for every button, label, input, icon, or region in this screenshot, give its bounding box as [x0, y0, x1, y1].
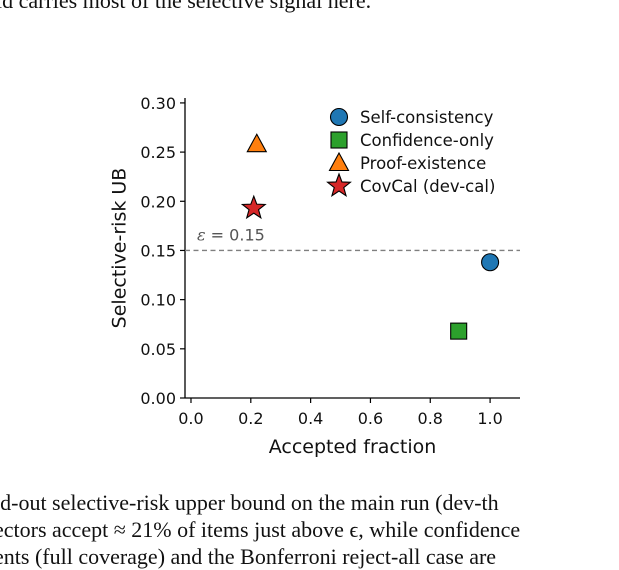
legend-label: Confidence-only	[360, 131, 494, 150]
y-ticks: 0.00 0.05 0.10 0.15 0.20 0.25 0.30	[140, 94, 185, 408]
y-tick-label: 0.05	[140, 340, 176, 359]
proof-existence-point	[246, 133, 268, 153]
legend-marker	[329, 107, 349, 127]
y-tick-label: 0.20	[140, 192, 176, 211]
legend-marker	[326, 172, 352, 197]
y-axis-label: Selective-risk UB	[109, 168, 131, 329]
legend-label: Proof-existence	[360, 154, 486, 173]
legend-marker	[328, 151, 350, 172]
caption-line: ectors accept ≈ 21% of items just above …	[0, 517, 521, 542]
x-tick-label: 0.0	[178, 409, 203, 428]
y-tick-label: 0.10	[140, 291, 176, 310]
threshold-symbol: ε	[197, 225, 206, 244]
axes	[184, 98, 520, 399]
x-tick-label: 0.6	[358, 409, 383, 428]
x-tick-label: 0.8	[418, 409, 443, 428]
x-tick-label: 0.4	[298, 409, 323, 428]
body-text-fragment: ld carries most of the selective signal …	[0, 0, 372, 13]
legend-marker	[330, 131, 348, 149]
y-tick-label: 0.30	[140, 94, 176, 113]
self-consistency-point	[481, 253, 500, 272]
confidence-only-point	[450, 322, 468, 340]
legend-label: CovCal (dev-cal)	[360, 177, 495, 196]
threshold-line-group: ε = 0.15	[185, 225, 520, 252]
threshold-value: = 0.15	[206, 225, 265, 244]
x-tick-label: 1.0	[477, 409, 502, 428]
x-axis-label: Accepted fraction	[269, 436, 437, 458]
threshold-label: ε = 0.15	[197, 225, 265, 244]
legend-label: Self-consistency	[360, 108, 494, 127]
caption-line: ents (full coverage) and the Bonferroni …	[0, 544, 497, 569]
data-points	[240, 133, 500, 340]
legend: Self-consistency Confidence-only Proof-exi…	[326, 107, 495, 197]
y-tick-label: 0.25	[140, 143, 176, 162]
caption-line: ld-out selective-risk upper bound on the…	[0, 490, 499, 515]
x-ticks: 0.0 0.2 0.4 0.6 0.8 1.0	[178, 398, 503, 428]
covcal-dev-cal-point	[240, 194, 267, 220]
y-tick-label: 0.15	[140, 241, 176, 260]
y-tick-label: 0.00	[140, 389, 176, 408]
x-tick-label: 0.2	[238, 409, 263, 428]
